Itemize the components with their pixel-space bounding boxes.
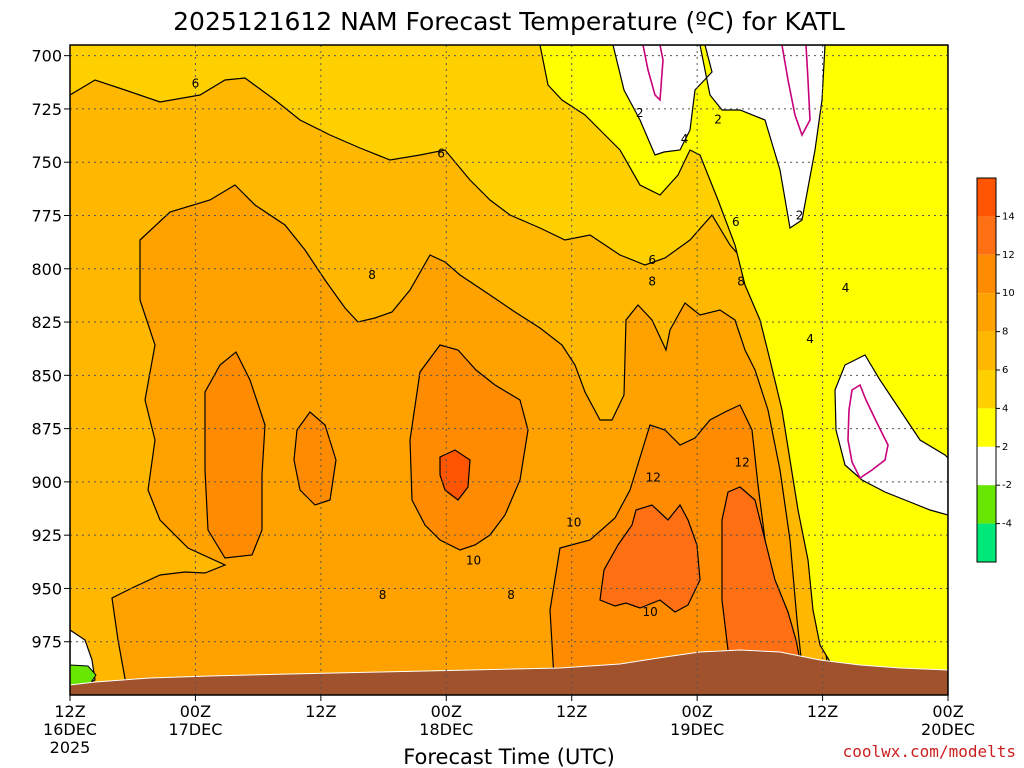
chart-title: 2025121612 NAM Forecast Temperature (ºC)… — [173, 7, 845, 36]
terrain — [70, 649, 948, 695]
contour-label: 10 — [642, 605, 657, 619]
x-tick-label: 12Z — [305, 702, 336, 721]
y-tick-label: 900 — [31, 473, 62, 492]
contour-label: 8 — [507, 588, 515, 602]
colorbar-swatch — [977, 485, 996, 524]
contour-label: 8 — [737, 275, 745, 289]
x-tick-label: 12Z — [54, 702, 85, 721]
band-12-14-a — [599, 503, 701, 613]
band-0-2-top — [612, 45, 826, 230]
colorbar-label: 6 — [1002, 365, 1008, 376]
colorbar-label: 12 — [1002, 250, 1015, 261]
colorbar-label: 4 — [1002, 403, 1008, 414]
x-tick-label: 2025 — [50, 738, 91, 757]
x-tick-label: 00Z — [932, 702, 963, 721]
x-tick-label: 16DEC — [43, 720, 97, 739]
zero-isotherm-top-right — [781, 45, 811, 137]
colorbar-label: -2 — [1002, 480, 1012, 491]
x-tick-label: 19DEC — [670, 720, 724, 739]
y-tick-label: 700 — [31, 47, 62, 66]
colorbar-label: 14 — [1002, 211, 1015, 222]
band-14-plus — [439, 449, 471, 501]
x-tick-label: 00Z — [681, 702, 712, 721]
y-tick-label: 925 — [31, 526, 62, 545]
colorbar-swatch — [977, 178, 996, 217]
colorbar-swatch — [977, 523, 996, 562]
x-tick-label: 20DEC — [921, 720, 975, 739]
colorbar-swatch — [977, 293, 996, 332]
y-tick-label: 775 — [31, 206, 62, 225]
contour-label: 10 — [566, 515, 581, 529]
x-tick-label: 12Z — [807, 702, 838, 721]
y-tick-label: 825 — [31, 313, 62, 332]
plot-area — [70, 45, 948, 695]
y-tick-label: 725 — [31, 100, 62, 119]
contour-label: 12 — [734, 456, 749, 470]
band-10-12-center — [409, 344, 529, 551]
contour-label: 4 — [842, 281, 850, 295]
contour-label: 8 — [379, 588, 387, 602]
band-10-12-left — [204, 351, 266, 559]
y-tick-label: 800 — [31, 260, 62, 279]
plot-frame — [69, 44, 949, 696]
x-tick-label: 00Z — [180, 702, 211, 721]
colorbar-label: 8 — [1002, 327, 1008, 338]
x-tick-label: 18DEC — [419, 720, 473, 739]
x-tick-label: 12Z — [556, 702, 587, 721]
x-tick-label: 00Z — [431, 702, 462, 721]
y-axis: 700 725 750 775 800 825 850 875 900 925 950 975 — [31, 47, 70, 652]
colorbar-label: -4 — [1002, 519, 1012, 530]
y-tick-label: 950 — [31, 579, 62, 598]
colorbar-swatch — [977, 331, 996, 370]
colorbar-swatch — [977, 446, 996, 486]
colorbar-label: 2 — [1002, 442, 1008, 453]
y-tick-label: 850 — [31, 366, 62, 385]
band-12-14-b — [721, 486, 801, 669]
y-tick-label: 975 — [31, 633, 62, 652]
colorbar-swatch — [977, 408, 996, 447]
contour-label: 2 — [714, 113, 722, 127]
y-tick-label: 875 — [31, 420, 62, 439]
contour-label: 12 — [646, 471, 661, 485]
band-minus2 — [70, 664, 97, 687]
colorbar-swatch — [977, 216, 996, 255]
site-credit: coolwx.com/modelts — [843, 742, 1016, 761]
contour-label: 2 — [796, 208, 804, 222]
colorbar-label: 10 — [1002, 288, 1015, 299]
y-tick-label: 750 — [31, 153, 62, 172]
contour-label: 4 — [806, 332, 814, 346]
colorbar: 14 12 10 8 6 4 2 -2 -4 — [976, 177, 1015, 563]
contour-label: 6 — [732, 215, 740, 229]
colorbar-swatch — [977, 370, 996, 409]
contour-label: 8 — [368, 268, 376, 282]
x-tick-label: 17DEC — [168, 720, 222, 739]
colorbar-swatch — [977, 254, 996, 294]
contour-label: 6 — [437, 147, 445, 161]
contour-label: 4 — [681, 132, 689, 146]
contour-label: 10 — [466, 554, 481, 568]
contour-label: 8 — [648, 275, 656, 289]
contour-label: 6 — [192, 76, 200, 90]
x-axis-label: Forecast Time (UTC) — [403, 745, 615, 768]
contour-labels: 6 6 2 4 2 2 6 6 8 8 8 4 4 12 12 10 10 8 8 10 — [192, 76, 850, 619]
contour-label: 6 — [648, 253, 656, 267]
zero-isotherm-top-left — [642, 45, 664, 102]
contour-label: 2 — [636, 106, 644, 120]
zero-isotherm-right — [847, 383, 889, 480]
